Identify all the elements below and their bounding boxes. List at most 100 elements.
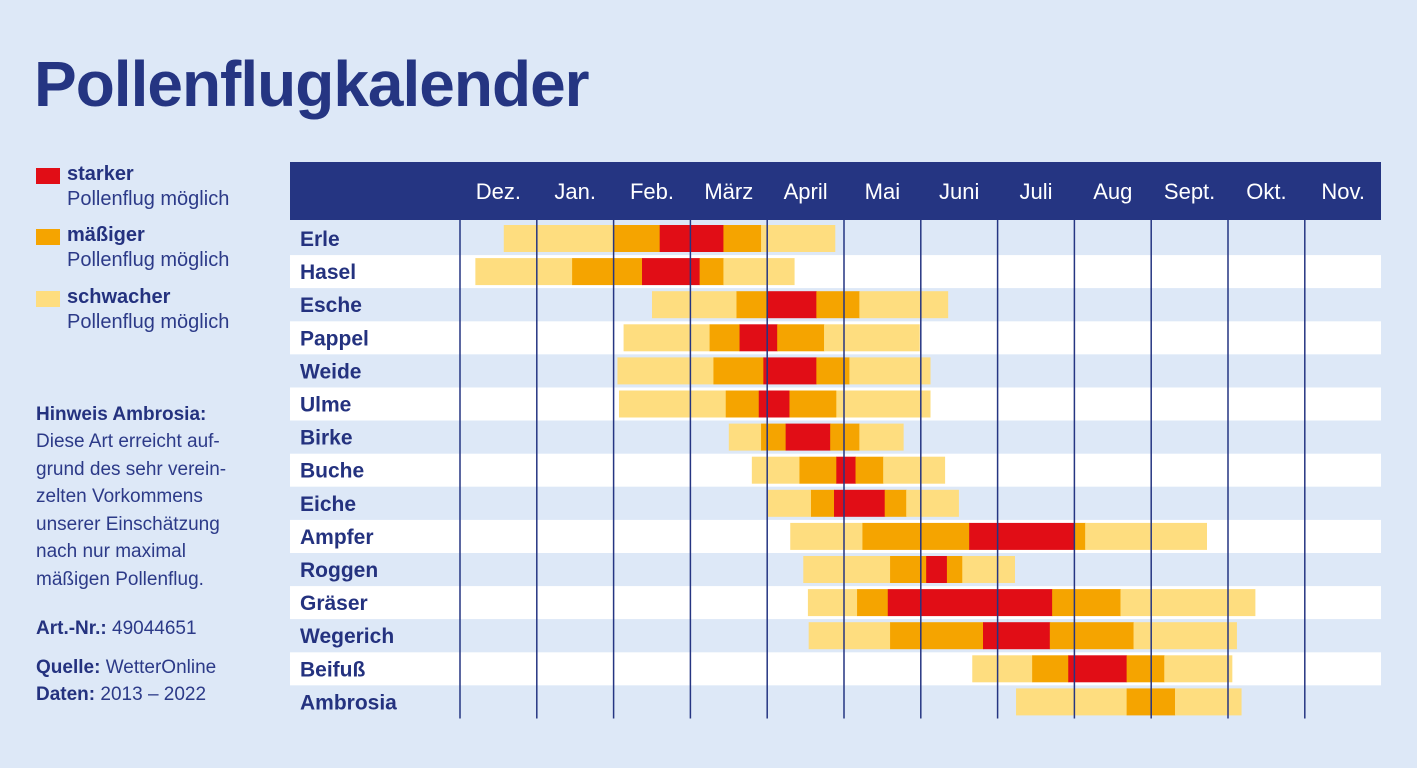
legend-label-strong: starker: [67, 163, 134, 185]
plant-label: Roggen: [300, 559, 378, 582]
legend-swatch-moderate: [36, 229, 60, 245]
bar-strong: [642, 258, 701, 286]
bar-moderate: [713, 357, 764, 385]
bar-strong: [758, 390, 790, 418]
bar-moderate: [709, 324, 741, 352]
legend-label-weak: schwacher: [67, 286, 171, 308]
bar-moderate: [699, 258, 724, 286]
bar-moderate: [799, 456, 837, 484]
bar-weak: [723, 258, 795, 286]
legend-swatch-weak: [36, 291, 60, 307]
bar-weak: [1120, 589, 1256, 617]
bar-weak: [808, 622, 891, 650]
bar-weak: [962, 556, 1015, 583]
bar-weak: [618, 390, 727, 418]
legend-swatch-strong: [36, 168, 60, 184]
plant-label: Birke: [300, 427, 353, 450]
bar-strong: [767, 291, 817, 319]
month-label: Nov.: [1321, 179, 1365, 204]
row-background: [290, 255, 1381, 289]
bar-moderate: [613, 225, 661, 252]
bar-weak: [751, 456, 800, 484]
plant-label: Pappel: [300, 327, 369, 350]
month-label: Jan.: [554, 179, 596, 204]
plant-label: Wegerich: [300, 625, 394, 648]
month-label: Juli: [1019, 179, 1052, 204]
bar-weak: [1164, 655, 1233, 683]
month-label: April: [784, 179, 828, 204]
legend-label-moderate: mäßiger: [67, 224, 145, 246]
bar-weak: [859, 291, 949, 319]
source-value: WetterOnline: [105, 657, 217, 678]
plant-label: Buche: [300, 460, 364, 483]
row-background: [290, 222, 1381, 256]
bar-weak: [803, 556, 891, 583]
plant-label: Hasel: [300, 261, 356, 284]
bar-weak: [617, 357, 714, 385]
bar-moderate: [572, 258, 643, 286]
bar-weak: [767, 489, 812, 517]
bar-weak: [883, 456, 946, 484]
plant-label: Gräser: [300, 592, 368, 615]
data-range-value: 2013 – 2022: [100, 684, 207, 705]
month-label: März: [704, 179, 753, 204]
bar-moderate: [857, 589, 889, 617]
bar-weak: [475, 258, 573, 286]
bar-weak: [906, 489, 959, 517]
plant-label: Beifuß: [300, 658, 366, 681]
month-label: Dez.: [476, 179, 521, 204]
bar-weak: [652, 291, 737, 319]
bar-moderate: [1032, 655, 1069, 683]
month-label: Okt.: [1246, 179, 1286, 204]
bar-moderate: [946, 556, 963, 583]
note-text: Diese Art erreicht auf- grund des sehr v…: [36, 431, 227, 590]
bar-moderate: [761, 423, 787, 451]
legend-sub-moderate: Pollenflug möglich: [67, 249, 230, 271]
plant-label: Ambrosia: [300, 691, 397, 714]
bar-weak: [790, 522, 863, 550]
bar-moderate: [890, 622, 984, 650]
month-label: Mai: [865, 179, 900, 204]
bar-strong: [926, 556, 948, 583]
bar-moderate: [810, 489, 835, 517]
bar-moderate: [884, 489, 907, 517]
bar-strong: [969, 522, 1075, 550]
plant-label: Weide: [300, 360, 361, 383]
bar-weak: [1016, 688, 1128, 716]
legend-sub-weak: Pollenflug möglich: [67, 311, 230, 333]
plant-label: Eiche: [300, 493, 356, 516]
bar-weak: [623, 324, 711, 352]
bar-strong: [983, 622, 1051, 650]
source-label: Quelle:: [36, 657, 101, 678]
bar-strong: [659, 225, 724, 252]
plant-label: Esche: [300, 294, 362, 317]
bar-weak: [849, 357, 931, 385]
month-header: [290, 162, 1381, 220]
bar-strong: [836, 456, 857, 484]
ambrosia-note: Hinweis Ambrosia: Diese Art erreicht auf…: [36, 401, 276, 593]
bar-moderate: [830, 423, 860, 451]
source: Quelle: WetterOnline: [36, 657, 216, 679]
note-heading: Hinweis Ambrosia:: [36, 404, 207, 425]
bar-moderate: [736, 291, 768, 319]
bar-moderate: [1074, 522, 1086, 550]
bar-moderate: [1052, 589, 1121, 617]
plant-label: Ampfer: [300, 526, 374, 549]
bar-strong: [785, 423, 831, 451]
legend-sub-strong: Pollenflug möglich: [67, 188, 230, 210]
bar-weak: [1175, 688, 1242, 716]
bar-weak: [1085, 522, 1207, 550]
article-number: Art.-Nr.: 49044651: [36, 618, 197, 640]
article-value: 49044651: [112, 618, 197, 639]
bar-strong: [739, 324, 778, 352]
bar-moderate: [789, 390, 837, 418]
month-label: Aug: [1093, 179, 1132, 204]
bar-moderate: [1049, 622, 1135, 650]
bar-moderate: [1126, 655, 1165, 683]
chart-title: Pollenflugkalender: [34, 48, 590, 120]
bar-moderate: [723, 225, 762, 252]
data-range-label: Daten:: [36, 684, 96, 705]
bar-moderate: [855, 456, 884, 484]
bar-weak: [836, 390, 931, 418]
